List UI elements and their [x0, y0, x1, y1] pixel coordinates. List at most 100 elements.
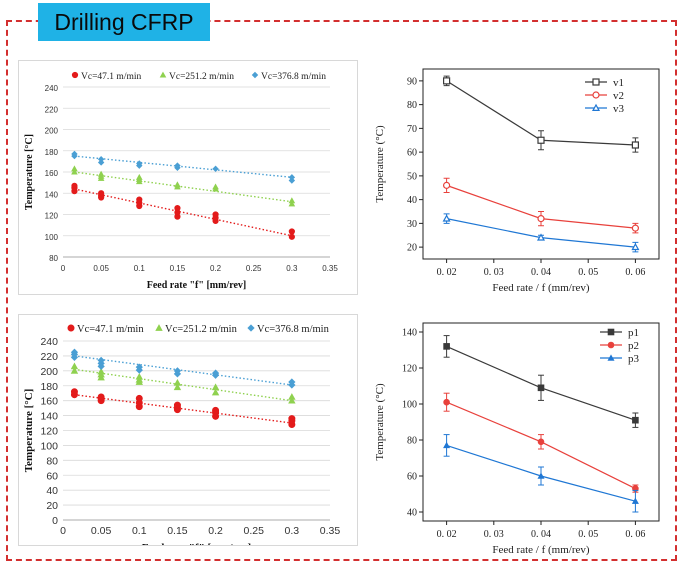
chart-2-data-point [631, 141, 639, 149]
chart-3-x-tick-label: 0.1 [132, 525, 147, 537]
chart-3-data-point [135, 363, 143, 371]
chart-2-y-axis-label: Temperature (°C) [374, 125, 386, 203]
chart-3-legend-marker-3 [247, 324, 255, 332]
chart-4-svg: 40 60 80 100 120 140 0. 02 0. 03 0. 04 0. 05 0. 06… [374, 322, 660, 556]
chart-2-y-tick-label: 60 [407, 148, 417, 159]
chart-4-x-tick-label: 0. 06 [625, 529, 645, 540]
chart-2-legend-marker-3 [591, 103, 601, 112]
chart-feed-rate-temperature-2: 0 20 40 60 80 100 120 140 160 180 200 220 240 0 0.05 0.… [18, 314, 358, 546]
chart-2-legend-label-1: v1 [613, 77, 624, 89]
chart-2-data-point [536, 233, 546, 241]
chart-2-data-point [631, 224, 639, 232]
chart-1-x-tick-label: 0.35 [322, 264, 338, 273]
chart-1-data-point [288, 174, 296, 181]
chart-2-y-tick-label: 30 [407, 219, 417, 230]
chart-2-x-tick-label: 0. 05 [578, 267, 598, 278]
chart-2-x-axis-label: Feed rate / f (mm/rev) [492, 282, 589, 294]
chart-4-x-axis-label: Feed rate / f (mm/rev) [492, 544, 589, 556]
chart-2-data-point [537, 136, 545, 144]
chart-2-legend-label-2: v2 [613, 90, 624, 102]
chart-3-x-tick-label: 0.35 [320, 525, 341, 537]
chart-2-legend-label-3: v3 [613, 103, 625, 115]
chart-1-data-point [212, 183, 219, 190]
chart-1-y-tick-label: 100 [45, 233, 59, 242]
chart-1-x-tick-label: 0.3 [286, 264, 298, 273]
chart-1-x-tick-label: 0.05 [93, 264, 109, 273]
chart-3-data-point [288, 378, 296, 386]
chart-3-y-axis-label: Temperature [°C] [23, 389, 35, 473]
chart-3-y-tick-label: 180 [40, 381, 58, 393]
chart-3-y-tick-label: 200 [40, 366, 58, 378]
chart-3-data-point [173, 383, 182, 391]
chart-2-data-point [631, 242, 640, 251]
chart-1-trendline-2 [74, 171, 292, 203]
chart-4-plot-frame [422, 322, 660, 522]
chart-1-data-point [212, 211, 219, 218]
chart-2-y-tick-label: 20 [407, 243, 417, 254]
chart-4-y-axis-label: Temperature (°C) [374, 383, 386, 461]
chart-1-data-point [71, 168, 78, 175]
chart-3-data-point [211, 383, 220, 391]
chart-4-y-tick-label: 80 [407, 436, 417, 447]
chart-2-x-tick-label: 0. 02 [437, 267, 457, 278]
chart-3-y-tick-label: 20 [46, 500, 58, 512]
chart-4-data-point [537, 472, 545, 479]
chart-4-data-point [537, 438, 545, 446]
chart-1-y-tick-label: 220 [45, 105, 59, 114]
chart-3-x-axis-label: Feed rate "f" [mm/rev] [142, 542, 251, 545]
chart-4-data-point [632, 416, 639, 424]
chart-2-y-tick-label: 70 [407, 124, 417, 135]
chart-1-x-axis-label: Feed rate "f" [mm/rev] [147, 280, 246, 291]
chart-1-x-tick-label: 0 [61, 264, 66, 273]
chart-4-x-tick-label: 0. 05 [578, 529, 598, 540]
chart-1-y-tick-label: 80 [49, 254, 58, 263]
chart-2-data-point [442, 181, 451, 189]
chart-4-data-point [631, 497, 639, 504]
chart-1-data-point [97, 170, 105, 177]
chart-1-trendline-1 [74, 188, 293, 237]
chart-3-y-tick-label: 220 [40, 351, 58, 363]
chart-4-legend-label-2: p2 [628, 340, 639, 352]
chart-3-trendline-1 [74, 394, 292, 424]
chart-3-data-point [97, 356, 105, 365]
chart-3-y-tick-label: 240 [40, 336, 58, 348]
chart-2-x-tick-label: 0. 03 [484, 267, 504, 278]
chart-3-trendline-2 [74, 368, 292, 402]
chart-1-y-tick-label: 180 [45, 148, 59, 157]
chart-1-data-point [136, 196, 143, 203]
chart-2-y-tick-label: 90 [407, 76, 417, 87]
chart-2-x-tick-label: 0. 04 [531, 267, 551, 278]
chart-3-data-point [97, 367, 105, 375]
chart-1-legend-marker-2 [159, 71, 167, 78]
page-title: Drilling CFRP [38, 3, 210, 41]
chart-2-y-tick-label: 80 [407, 100, 417, 111]
chart-4-legend-marker-1 [607, 328, 615, 336]
chart-1-y-axis-label: Temperature [°C] [24, 134, 35, 210]
chart-1-x-tick-label: 0.1 [134, 264, 146, 273]
chart-1-data-point [174, 181, 181, 188]
chart-1-data-point [288, 200, 296, 207]
chart-4-y-tick-label: 60 [407, 472, 417, 483]
chart-4-data-point [537, 384, 545, 392]
chart-3-legend-label-2: Vc=251.2 m/min [165, 324, 238, 335]
chart-4-legend-marker-2 [607, 341, 615, 349]
dashed-frame [6, 20, 677, 561]
chart-3-y-tick-label: 60 [46, 470, 58, 482]
chart-3-x-tick-label: 0.15 [167, 525, 188, 537]
chart-3-legend-marker-2 [155, 324, 163, 331]
chart-1-data-point [136, 160, 143, 167]
chart-4-y-tick-label: 100 [402, 400, 417, 411]
chart-3-data-point [173, 378, 182, 386]
chart-1-data-point [288, 228, 295, 235]
chart-1-legend-label-2: Vc=251.2 m/min [169, 72, 234, 82]
chart-4-legend-label-1: p1 [628, 327, 639, 339]
chart-3-data-point [288, 393, 296, 400]
chart-3-y-tick-label: 0 [52, 515, 58, 527]
chart-3-x-tick-label: 0 [60, 525, 66, 537]
chart-2-y-tick-label: 50 [407, 171, 417, 182]
chart-3-y-tick-label: 80 [46, 455, 58, 467]
chart-1-legend-label-3: Vc=376.8 m/min [261, 72, 326, 82]
chart-4-data-point [443, 343, 450, 350]
chart-1-data-point [174, 162, 181, 169]
chart-3-y-tick-label: 120 [40, 426, 58, 438]
